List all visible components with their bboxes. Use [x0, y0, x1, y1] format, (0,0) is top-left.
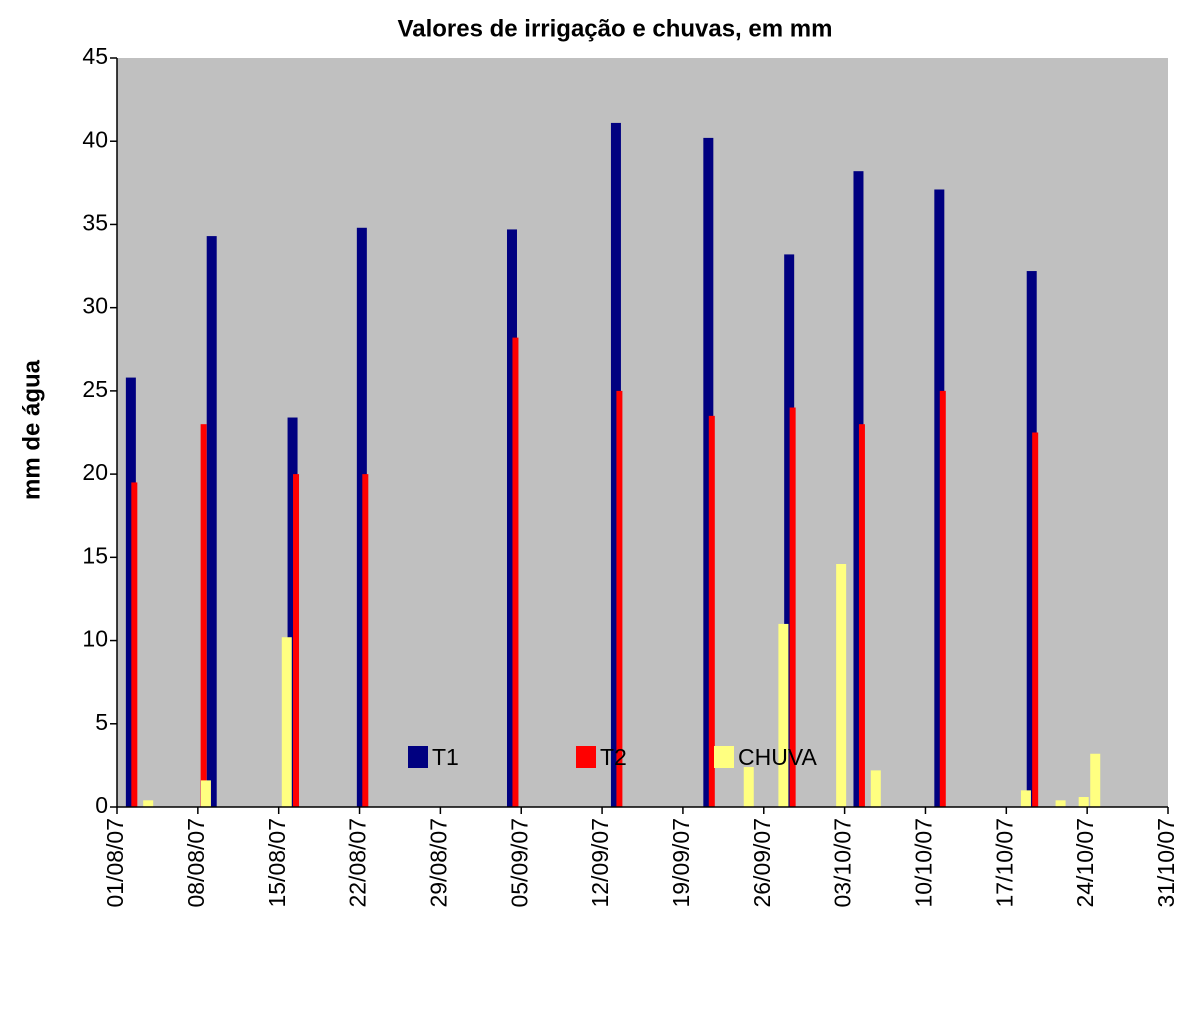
y-tick-label: 20 [82, 459, 108, 485]
bar [853, 171, 864, 807]
x-tick-label: 10/10/07 [911, 818, 937, 908]
bar [870, 770, 881, 807]
plot-area [117, 58, 1168, 807]
bar [125, 377, 136, 807]
bar [506, 229, 517, 808]
bar [1055, 800, 1066, 807]
y-tick-label: 45 [82, 43, 108, 69]
bar [512, 337, 519, 807]
y-tick-label: 25 [82, 376, 108, 402]
bar [1020, 790, 1031, 807]
x-tick-label: 08/08/07 [183, 818, 209, 908]
bar [939, 390, 946, 807]
legend-swatch [576, 746, 596, 768]
y-tick-label: 15 [82, 542, 108, 568]
legend-label: T2 [600, 744, 627, 770]
bar [1026, 271, 1037, 807]
legend-label: T1 [432, 744, 459, 770]
legend-label: CHUVA [738, 744, 817, 770]
bar [858, 424, 865, 807]
bar [1078, 797, 1089, 807]
bar [836, 563, 847, 807]
bar [362, 474, 369, 807]
y-tick-label: 30 [82, 293, 108, 319]
y-tick-label: 5 [95, 709, 108, 735]
bar [789, 407, 796, 807]
bar [934, 189, 945, 808]
y-tick-label: 0 [95, 792, 108, 818]
legend-swatch [408, 746, 428, 768]
x-tick-label: 05/09/07 [506, 818, 532, 908]
bar [610, 122, 621, 807]
x-tick-label: 12/09/07 [587, 818, 613, 908]
bar [743, 767, 754, 807]
x-tick-label: 24/10/07 [1072, 818, 1098, 908]
x-tick-label: 17/10/07 [991, 818, 1017, 908]
x-tick-label: 15/08/07 [264, 818, 290, 908]
bar [143, 800, 154, 807]
bar [206, 236, 217, 807]
y-tick-label: 35 [82, 210, 108, 236]
x-tick-label: 29/08/07 [425, 818, 451, 908]
bar [356, 227, 367, 808]
bar [287, 417, 298, 807]
bar [703, 137, 714, 808]
x-tick-label: 03/10/07 [830, 818, 856, 908]
chart-title: Valores de irrigação e chuvas, em mm [398, 15, 833, 42]
x-tick-label: 26/09/07 [749, 818, 775, 908]
bar [708, 415, 715, 807]
bar [293, 474, 300, 807]
bar [1032, 432, 1039, 807]
bar [784, 254, 795, 808]
bar [131, 482, 138, 807]
x-tick-label: 31/10/07 [1153, 818, 1179, 908]
bar [200, 424, 207, 807]
y-axis-title: mm de água [18, 359, 45, 500]
y-tick-label: 40 [82, 126, 108, 152]
bar [616, 390, 623, 807]
bar [778, 623, 789, 807]
x-tick-label: 19/09/07 [668, 818, 694, 908]
bar [200, 780, 211, 807]
legend-swatch [714, 746, 734, 768]
y-tick-label: 10 [82, 626, 108, 652]
bar [281, 637, 292, 807]
x-tick-label: 01/08/07 [102, 818, 128, 908]
x-tick-label: 22/08/07 [345, 818, 371, 908]
bar [1090, 753, 1101, 807]
